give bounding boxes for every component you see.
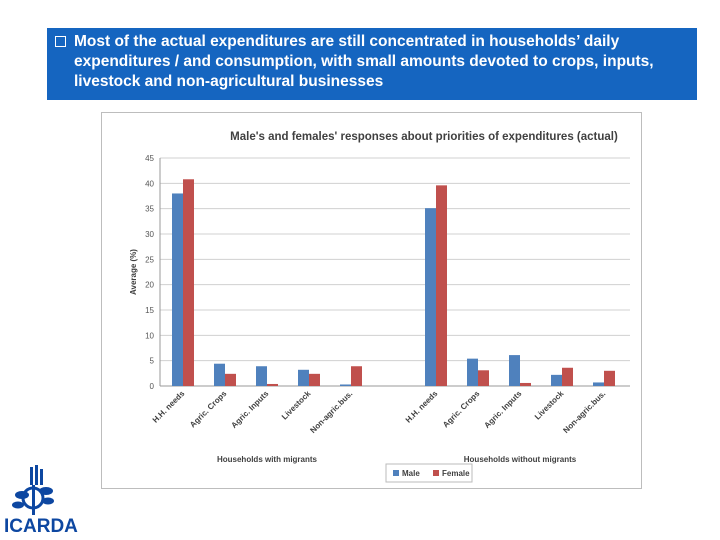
y-tick-label: 15: [145, 306, 154, 315]
x-tick-label: Agric. Crops: [188, 389, 229, 430]
y-tick-label: 5: [150, 357, 155, 366]
y-tick-label: 45: [145, 154, 154, 163]
bar-male: [467, 358, 478, 386]
bar-female: [351, 366, 362, 386]
bar-male: [256, 366, 267, 386]
x-tick-label: Non-agric.bus.: [561, 389, 607, 435]
y-axis-label: Average (%): [129, 249, 138, 295]
bar-female: [562, 367, 573, 386]
bar-female: [478, 370, 489, 386]
bar-female: [267, 383, 278, 386]
x-tick-label: Agric. Inputs: [229, 389, 270, 430]
bar-male: [425, 208, 436, 386]
bar-male: [593, 382, 604, 386]
icarda-logo-icon: [2, 465, 78, 537]
y-tick-label: 35: [145, 205, 154, 214]
x-tick-label: Agric. Inputs: [482, 389, 523, 430]
y-tick-label: 40: [145, 179, 154, 188]
y-tick-label: 10: [145, 331, 154, 340]
y-tick-label: 30: [145, 230, 154, 239]
bar-male: [340, 384, 351, 386]
x-tick-label: H.H. needs: [151, 389, 187, 425]
bar-female: [309, 373, 320, 386]
bar-male: [172, 193, 183, 386]
bar-female: [183, 179, 194, 386]
legend-swatch: [393, 470, 399, 476]
bar-male: [298, 369, 309, 386]
legend-label: Male: [402, 469, 420, 478]
x-tick-label: H.H. needs: [404, 389, 440, 425]
y-tick-label: 25: [145, 255, 154, 264]
y-tick-label: 0: [150, 382, 155, 391]
x-tick-label: Agric. Crops: [441, 389, 482, 430]
legend-box: [385, 463, 473, 483]
bar-female: [604, 370, 615, 386]
bar-female: [520, 382, 531, 386]
bar-male: [509, 355, 520, 386]
group-label: Households without migrants: [464, 455, 577, 464]
y-tick-label: 20: [145, 281, 154, 290]
legend-label: Female: [442, 469, 470, 478]
chart-title: Male's and females' responses about prio…: [230, 131, 618, 143]
bar-male: [214, 363, 225, 386]
group-label: Households with migrants: [217, 455, 318, 464]
checkbox-bullet-icon: [55, 36, 66, 47]
bar-male: [551, 374, 562, 386]
x-tick-label: Livestock: [280, 389, 313, 422]
banner-text: Most of the actual expenditures are stil…: [74, 33, 654, 90]
bar-female: [225, 373, 236, 386]
legend-swatch: [433, 470, 439, 476]
bar-female: [436, 185, 447, 386]
x-tick-label: Livestock: [533, 389, 566, 422]
logo-text: ICARDA: [4, 516, 78, 537]
x-tick-label: Non-agric.bus.: [308, 389, 354, 435]
header-banner: Most of the actual expenditures are stil…: [47, 28, 697, 100]
